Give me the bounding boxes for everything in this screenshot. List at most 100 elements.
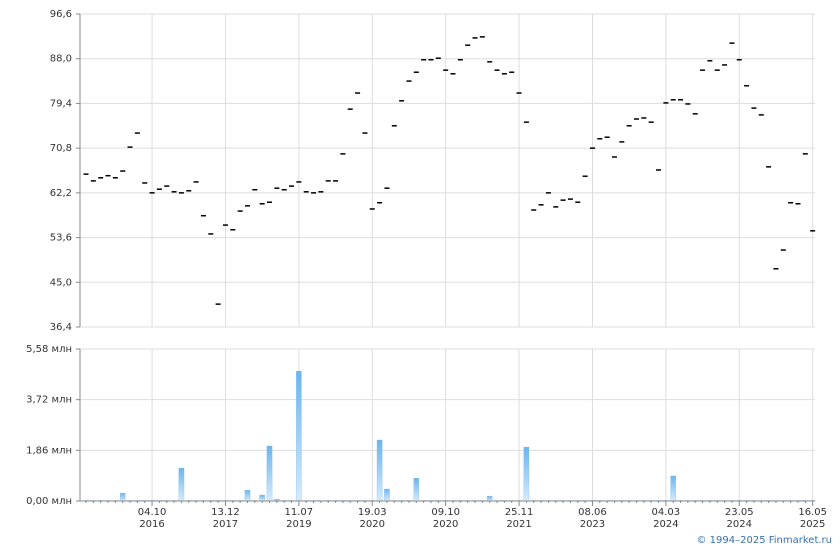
price-mark: [267, 201, 272, 203]
price-mark: [105, 174, 111, 177]
x-tick-label: 25.11 2021: [504, 507, 534, 530]
price-mark: [531, 209, 537, 211]
price-mark: [149, 192, 155, 194]
price-mark: [465, 44, 471, 46]
price-mark: [802, 153, 808, 155]
price-mark: [494, 69, 500, 71]
price-mark: [582, 175, 588, 177]
y-tick-label: 45,0: [50, 277, 72, 288]
price-mark: [472, 37, 478, 39]
price-mark: [259, 203, 265, 205]
price-mark: [751, 107, 757, 109]
price-mark: [619, 141, 625, 143]
y-tick-label: 36,4: [50, 322, 72, 333]
price-mark: [244, 205, 250, 207]
price-mark: [413, 71, 419, 73]
price-mark: [641, 117, 647, 119]
price-mark: [670, 99, 676, 101]
price-mark: [714, 69, 720, 71]
price-mark: [369, 208, 375, 210]
x-tick-label: 08.06 2023: [578, 507, 607, 530]
footer: © 1994–2025 Finmarket.ru: [696, 535, 832, 546]
x-tick-label: 04.10 2016: [137, 507, 167, 530]
price-mark: [553, 206, 559, 208]
price-mark: [83, 173, 89, 175]
price-mark: [252, 188, 258, 191]
price-mark: [700, 69, 706, 71]
price-mark: [729, 42, 735, 44]
price-mark: [538, 204, 544, 206]
volume-bar: [296, 370, 302, 502]
price-mark: [406, 80, 412, 82]
price-mark: [377, 201, 383, 204]
price-mark: [98, 177, 104, 179]
price-mark: [443, 69, 449, 71]
price-mark: [435, 57, 441, 59]
price-mark: [208, 233, 214, 235]
price-mark: [281, 188, 287, 191]
price-mark: [186, 190, 192, 192]
price-mark: [303, 191, 309, 193]
volume-bar: [376, 439, 383, 502]
price-mark: [604, 136, 610, 138]
y-tick-label: 0,00 млн: [26, 496, 72, 507]
y-tick-label: 3,72 млн: [26, 395, 72, 406]
price-mark: [274, 187, 280, 189]
price-mark: [399, 100, 405, 102]
price-mark: [758, 114, 764, 116]
price-mark: [545, 192, 551, 194]
y-tick-label: 62,2: [50, 188, 72, 199]
price-mark: [311, 192, 317, 194]
x-tick-label: 23.05 2024: [724, 507, 754, 530]
volume-bar: [523, 446, 530, 502]
price-mark: [523, 121, 529, 123]
price-mark: [692, 113, 698, 115]
volume-bar: [384, 488, 390, 502]
volume-bar: [119, 492, 126, 502]
y-tick-label: 1,86 млн: [26, 445, 72, 456]
y-tick-label: 70,8: [50, 143, 72, 154]
price-mark: [450, 73, 456, 75]
volume-bar: [244, 489, 251, 502]
volume-bar: [178, 467, 185, 502]
price-mark: [156, 188, 162, 190]
price-mark: [325, 180, 331, 182]
price-mark: [222, 224, 228, 226]
price-mark: [626, 125, 632, 127]
volume-bar: [670, 475, 676, 502]
price-mark: [355, 92, 361, 94]
volume-bar: [266, 445, 273, 502]
price-mark: [171, 191, 177, 193]
price-mark: [744, 85, 750, 87]
y-tick-label: 96,6: [50, 9, 72, 20]
price-mark: [567, 198, 573, 200]
price-mark: [611, 156, 617, 158]
x-tick-label: 13.12 2017: [211, 507, 240, 530]
price-mark: [516, 92, 522, 94]
price-mark: [634, 118, 639, 120]
price-mark: [685, 103, 691, 105]
y-tick-label: 5,58 млн: [26, 344, 72, 355]
price-mark: [296, 181, 302, 183]
price-mark: [722, 64, 728, 66]
x-tick-label: 11.07 2019: [284, 507, 314, 530]
price-mark: [656, 169, 662, 171]
volume-bar: [413, 477, 420, 502]
price-mark: [707, 60, 713, 62]
price-mark: [421, 59, 427, 61]
price-mark: [736, 59, 742, 61]
price-mark: [391, 125, 397, 127]
price-mark: [501, 73, 507, 75]
price-mark: [333, 180, 339, 182]
y-tick-label: 53,6: [50, 233, 72, 244]
price-mark: [575, 201, 581, 203]
price-mark: [428, 59, 434, 61]
price-mark: [457, 59, 463, 61]
price-mark: [597, 138, 603, 140]
price-mark: [663, 102, 669, 104]
volume-bar: [259, 494, 265, 502]
price-mark: [509, 71, 515, 73]
price-mark: [678, 99, 684, 101]
price-mark: [237, 210, 243, 212]
